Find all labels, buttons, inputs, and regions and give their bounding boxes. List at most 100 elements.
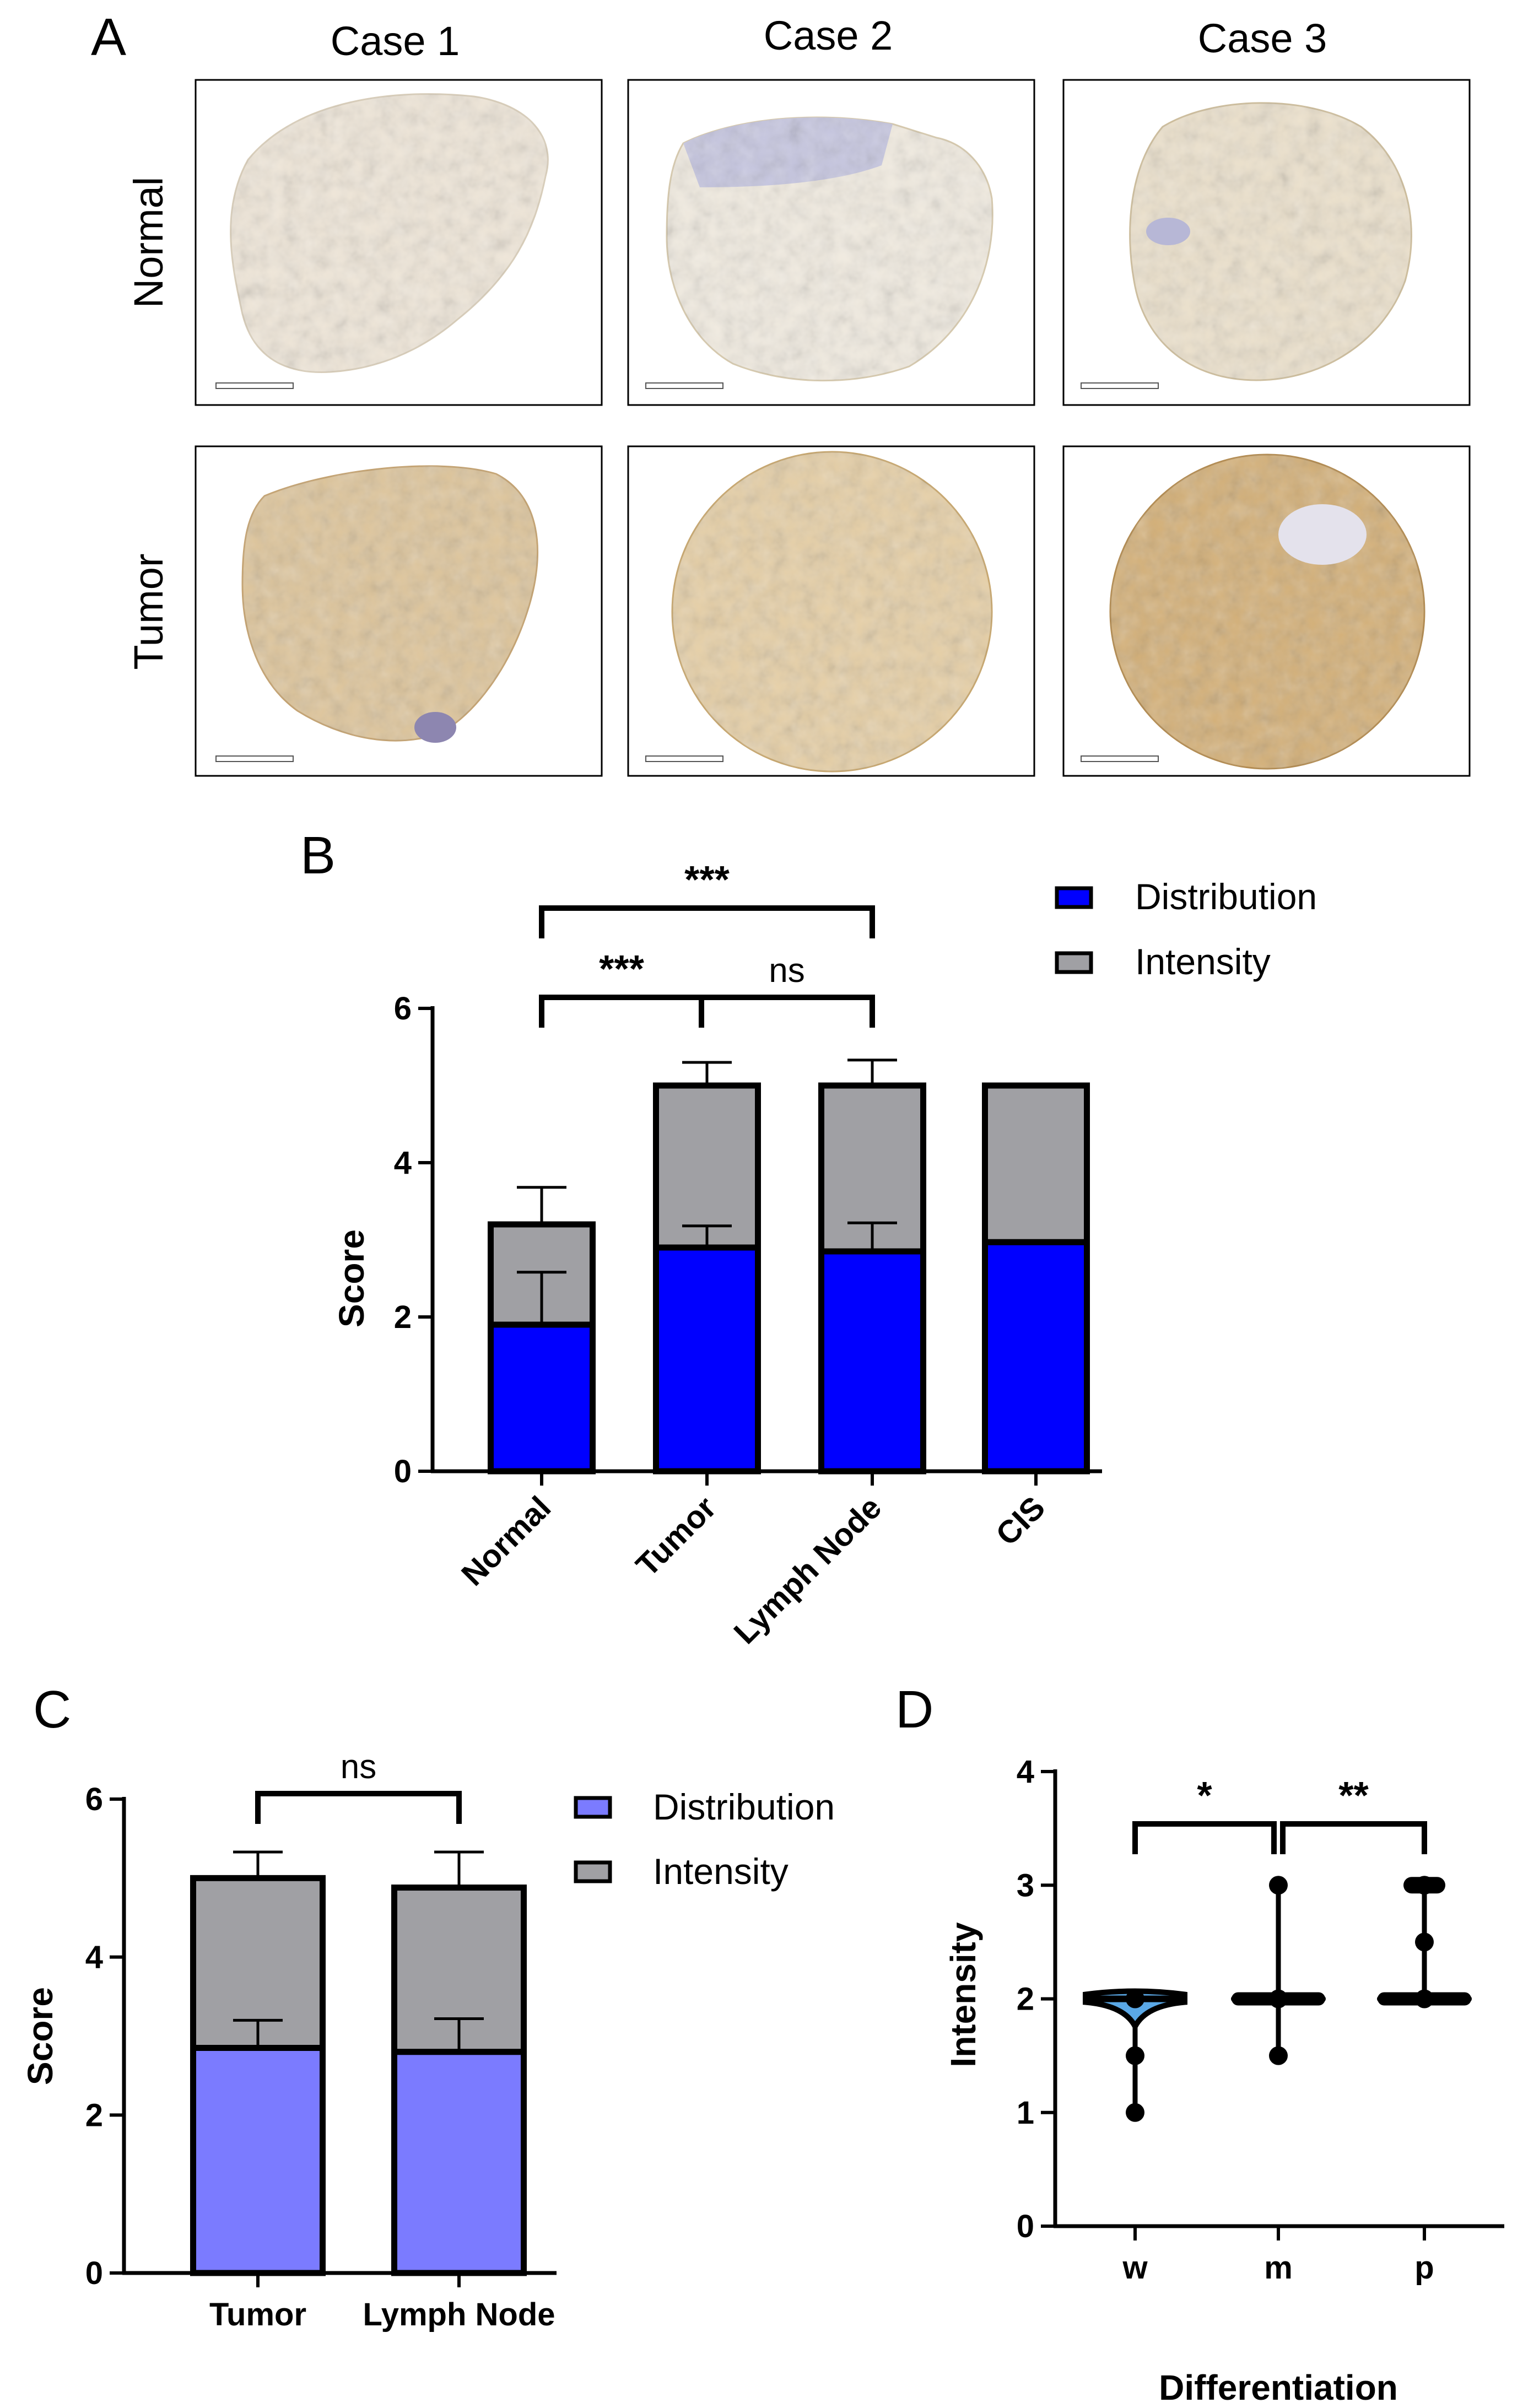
panel-c: C Score 0 2 4 6 Tumor Lymph Node ns Distribu… (20, 1680, 835, 2333)
c-errorbar-intensity-tumor (233, 1850, 283, 1878)
b-bar-intensity-cis (982, 1082, 1090, 1245)
micrograph-normal-case-2 (627, 79, 1035, 406)
d-bracket-2-label: ** (1338, 1774, 1369, 1817)
d-x-axis-label: Differentiation (1159, 2368, 1398, 2407)
panel-b: B Score 0 2 4 6 Normal Tumor Lymph Node CIS **… (300, 826, 1317, 1651)
b-bar-distribution-lymph-node (818, 1248, 926, 1475)
b-errorbar-distribution-normal (517, 1271, 566, 1325)
b-y-tick-label-0: 0 (394, 1454, 412, 1489)
b-bracket-3-label: *** (684, 858, 730, 901)
column-header-case-1: Case 1 (331, 18, 460, 64)
c-errorbar-distribution-lymph-node (434, 2017, 484, 2052)
b-y-tick-label-6: 6 (394, 991, 412, 1027)
d-point-p-1 (1415, 1932, 1434, 1952)
b-x-tick-label-lymph-node: Lymph Node (727, 1489, 888, 1651)
panel-label-d: D (895, 1680, 933, 1739)
c-legend-swatch-distribution (574, 1796, 612, 1819)
column-header-case-3: Case 3 (1198, 15, 1327, 61)
b-errorbar-distribution-lymph-node (847, 1221, 897, 1251)
c-errorbar-distribution-tumor (233, 2018, 283, 2048)
panel-a: A Case 1 Case 2 Case 3 Normal Tumor (91, 8, 1471, 777)
d-point-w-1 (1126, 2046, 1144, 2065)
b-x-tick-label-tumor: Tumor (629, 1489, 723, 1584)
c-bar-distribution-tumor (190, 2045, 326, 2276)
c-y-tick-label-6: 6 (85, 1781, 103, 1817)
b-bracket-1-label: *** (599, 947, 644, 990)
d-bracket-1-label: * (1197, 1774, 1212, 1817)
c-bracket-1 (255, 1791, 462, 1824)
d-y-tick-label-3: 3 (1017, 1867, 1034, 1903)
c-errorbar-intensity-lymph-node (434, 1850, 484, 1888)
c-x-tick-label-lymph-node: Lymph Node (363, 2297, 555, 2333)
c-legend-swatch-intensity (574, 1860, 612, 1883)
c-bars: Tumor Lymph Node (190, 1850, 555, 2333)
panel-label-c: C (33, 1680, 71, 1739)
row-header-normal: Normal (126, 177, 171, 308)
d-y-axis-label: Intensity (943, 1922, 983, 2067)
b-x-tick-label-cis: CIS (989, 1489, 1052, 1552)
d-x-tick-label-p: p (1414, 2250, 1434, 2286)
row-header-tumor: Tumor (126, 553, 171, 670)
d-bracket-1 (1132, 1821, 1277, 1854)
d-point-w-2 (1126, 1989, 1144, 2009)
d-y-tick-label-0: 0 (1017, 2209, 1034, 2244)
b-bracket-3 (539, 905, 875, 938)
d-point-w-0 (1126, 2103, 1144, 2122)
b-errorbar-intensity-normal (517, 1186, 566, 1224)
panel-label-b: B (300, 826, 336, 885)
d-point-cluster-p-top (1403, 1877, 1445, 1894)
b-errorbar-intensity-lymph-node (847, 1059, 897, 1086)
b-bars: Normal Tumor Lymph Node CIS (455, 1059, 1090, 1651)
b-bracket-2 (699, 995, 875, 1028)
c-y-tick-label-4: 4 (85, 1940, 103, 1975)
d-x-tick-label-m: m (1264, 2250, 1293, 2286)
micrograph-normal-case-1 (195, 79, 603, 406)
b-bar-distribution-cis (982, 1239, 1090, 1475)
d-y-tick-label-4: 4 (1017, 1754, 1034, 1790)
micrograph-tumor-case-2 (627, 445, 1035, 777)
b-y-axis-label: Score (332, 1229, 371, 1327)
micrograph-tumor-case-3 (1062, 445, 1471, 777)
c-bracket-1-label: ns (341, 1748, 376, 1786)
b-significance: *** ns *** (539, 858, 875, 1028)
d-y-tick-label-2: 2 (1017, 1982, 1034, 2017)
b-x-tick-label-normal: Normal (455, 1489, 558, 1592)
d-bracket-2 (1280, 1821, 1427, 1854)
c-x-tick-label-tumor: Tumor (209, 2297, 306, 2333)
b-y-tick-label-2: 2 (394, 1299, 412, 1335)
d-significance: * ** (1132, 1774, 1427, 1854)
d-y-tick-label-1: 1 (1017, 2095, 1034, 2131)
b-legend-swatch-intensity (1055, 951, 1093, 974)
micrograph-normal-case-3 (1062, 79, 1471, 406)
micrograph-tumor-case-1 (195, 445, 603, 777)
panel-label-a: A (91, 8, 126, 67)
d-point-m-2 (1269, 1876, 1288, 1895)
c-y-tick-label-0: 0 (85, 2255, 103, 2291)
b-y-tick-label-4: 4 (394, 1145, 412, 1181)
b-errorbar-intensity-tumor (682, 1061, 732, 1086)
b-legend: Distribution Intensity (1055, 876, 1317, 982)
c-bar-distribution-lymph-node (391, 2049, 527, 2276)
b-errorbar-distribution-tumor (682, 1224, 732, 1248)
b-legend-label-distribution: Distribution (1135, 876, 1317, 917)
c-legend-label-intensity: Intensity (653, 1851, 789, 1892)
b-bracket-2-label: ns (769, 952, 804, 990)
d-x-tick-label-w: w (1122, 2250, 1148, 2286)
d-point-p-0 (1415, 1989, 1434, 2009)
c-legend-label-distribution: Distribution (653, 1786, 835, 1827)
b-bracket-1 (539, 995, 704, 1028)
b-legend-label-intensity: Intensity (1135, 941, 1271, 982)
b-bar-distribution-normal (488, 1321, 596, 1475)
c-significance: ns (255, 1748, 462, 1824)
b-legend-swatch-distribution (1055, 886, 1093, 909)
c-y-tick-label-2: 2 (85, 2097, 103, 2133)
b-bar-intensity-tumor (653, 1082, 761, 1251)
c-y-axis-label: Score (20, 1987, 60, 2085)
c-legend: Distribution Intensity (574, 1786, 835, 1892)
d-point-m-1 (1269, 1989, 1288, 2009)
column-header-case-2: Case 2 (764, 13, 893, 58)
b-bar-distribution-tumor (653, 1244, 761, 1475)
